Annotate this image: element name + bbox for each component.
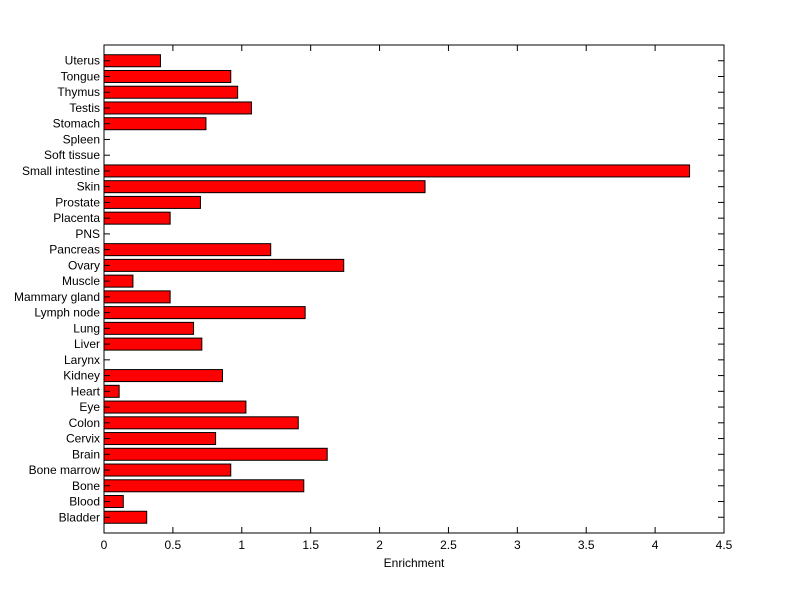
category-label-small-intestine: Small intestine <box>22 164 100 178</box>
x-tick-label-9: 4.5 <box>716 538 733 552</box>
bar-bone <box>103 479 305 493</box>
category-label-bone-marrow: Bone marrow <box>29 463 101 477</box>
bar-placenta <box>103 211 171 225</box>
x-tick-label-0: 0 <box>101 538 108 552</box>
category-label-heart: Heart <box>71 384 101 398</box>
category-label-testis: Testis <box>69 101 100 115</box>
category-label-blood: Blood <box>69 495 100 509</box>
category-label-mammary-gland: Mammary gland <box>14 290 100 304</box>
bar-colon <box>103 416 299 430</box>
category-label-pancreas: Pancreas <box>49 243 100 257</box>
bar-liver <box>103 337 203 351</box>
category-label-uterus: Uterus <box>65 54 100 68</box>
category-label-liver: Liver <box>74 337 100 351</box>
category-label-larynx: Larynx <box>64 353 100 367</box>
bar-uterus <box>103 54 161 68</box>
plot-frame <box>103 44 725 534</box>
x-tick-label-7: 3.5 <box>578 538 595 552</box>
bar-ovary <box>103 258 345 272</box>
ticks-layer <box>103 45 725 533</box>
category-label-colon: Colon <box>69 416 100 430</box>
category-label-spleen: Spleen <box>63 132 100 146</box>
bar-stomach <box>103 117 207 131</box>
category-label-lung: Lung <box>73 321 100 335</box>
x-tick-label-4: 2 <box>376 538 383 552</box>
bar-skin <box>103 180 426 194</box>
category-label-lymph-node: Lymph node <box>34 306 100 320</box>
category-label-skin: Skin <box>77 180 100 194</box>
category-label-pns: PNS <box>75 227 100 241</box>
bar-lung <box>103 321 195 335</box>
x-tick-label-5: 2.5 <box>440 538 457 552</box>
x-tick-label-6: 3 <box>514 538 521 552</box>
category-label-cervix: Cervix <box>66 432 100 446</box>
category-label-muscle: Muscle <box>62 274 100 288</box>
x-tick-label-2: 1 <box>238 538 245 552</box>
category-label-bone: Bone <box>72 479 100 493</box>
category-label-soft-tissue: Soft tissue <box>44 148 100 162</box>
category-label-thymus: Thymus <box>57 85 100 99</box>
bar-bladder <box>103 510 148 524</box>
category-label-placenta: Placenta <box>53 211 100 225</box>
x-tick-labels-layer: 0 0.5 1 1.5 2 2.5 3 3.5 4 4.5 <box>101 538 733 552</box>
category-label-eye: Eye <box>79 400 100 414</box>
category-label-prostate: Prostate <box>55 195 100 209</box>
bar-testis <box>103 101 252 115</box>
x-axis-label: Enrichment <box>384 556 445 570</box>
bar-pancreas <box>103 243 272 257</box>
bar-thymus <box>103 85 239 99</box>
bar-lymph-node <box>103 306 306 320</box>
bar-tongue <box>103 69 232 83</box>
x-tick-label-8: 4 <box>652 538 659 552</box>
bar-brain <box>103 447 328 461</box>
category-label-tongue: Tongue <box>61 69 101 83</box>
bar-prostate <box>103 195 201 209</box>
category-label-kidney: Kidney <box>63 369 100 383</box>
bar-bone-marrow <box>103 463 232 477</box>
bar-eye <box>103 400 247 414</box>
category-label-stomach: Stomach <box>53 117 100 131</box>
category-label-ovary: Ovary <box>68 258 100 272</box>
x-tick-label-1: 0.5 <box>165 538 182 552</box>
bar-cervix <box>103 432 217 446</box>
category-label-brain: Brain <box>72 447 100 461</box>
category-label-bladder: Bladder <box>59 510 100 524</box>
bar-mammary-gland <box>103 290 171 304</box>
bar-kidney <box>103 369 223 383</box>
x-tick-label-3: 1.5 <box>302 538 319 552</box>
bar-small-intestine <box>103 164 691 178</box>
